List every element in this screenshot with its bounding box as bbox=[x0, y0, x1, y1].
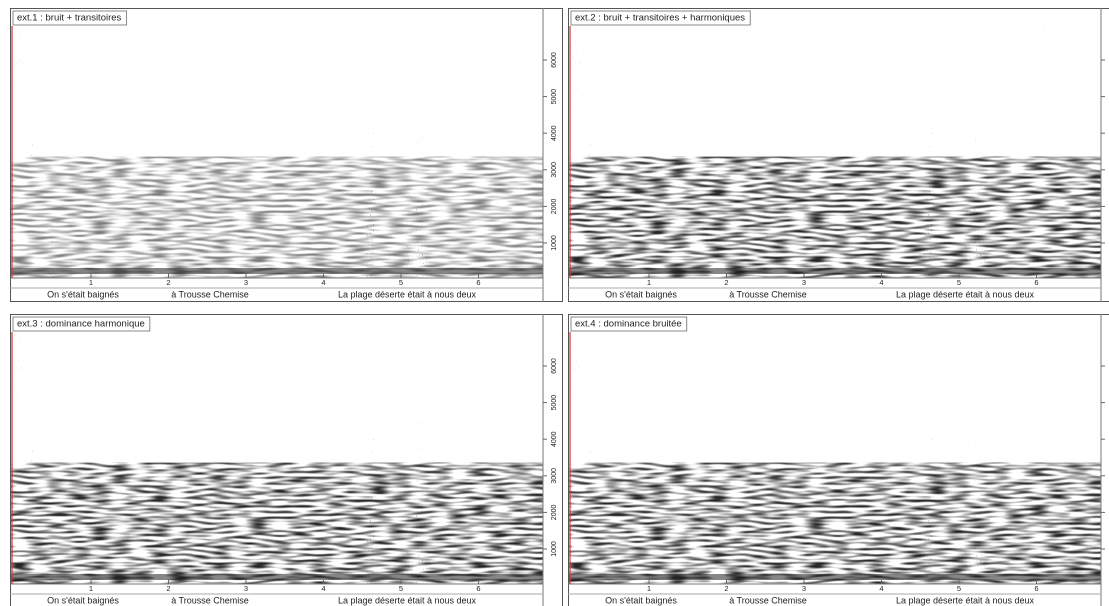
x-tick-label: 3 bbox=[802, 278, 806, 287]
lyric-label: On s'était baignés bbox=[47, 289, 119, 299]
x-tick-label: 3 bbox=[802, 584, 806, 593]
x-tick-label: 1 bbox=[647, 584, 651, 593]
spectrogram-panel: ext.1 : bruit + transitoires 1000 2000 3000… bbox=[10, 8, 563, 302]
spectrogram-fade bbox=[11, 9, 543, 278]
lyric-label: La plage déserte était à nous deux bbox=[338, 595, 477, 605]
y-tick-label: 1000 bbox=[551, 235, 558, 251]
spectrogram-panel: ext.3 : dominance harmonique 1000 2000 3000… bbox=[10, 314, 563, 606]
y-tick-label: 2000 bbox=[551, 199, 558, 215]
x-tick-label: 5 bbox=[399, 584, 403, 593]
x-tick-label: 1 bbox=[89, 278, 93, 287]
title-background bbox=[12, 10, 128, 26]
lyric-label: On s'était baignés bbox=[605, 595, 677, 605]
x-tick-label: 6 bbox=[476, 584, 480, 593]
lyric-label: On s'était baignés bbox=[605, 289, 677, 299]
y-tick-label: 6000 bbox=[551, 52, 558, 68]
y-tick-label: 6000 bbox=[551, 358, 558, 374]
x-tick-label: 2 bbox=[724, 278, 728, 287]
title-background bbox=[12, 316, 151, 332]
x-tick-label: 2 bbox=[724, 584, 728, 593]
y-tick-label: 2000 bbox=[551, 505, 558, 521]
bass-band bbox=[11, 574, 543, 580]
lyric-label: à Trousse Chemise bbox=[171, 289, 249, 299]
y-tick-label: 4000 bbox=[551, 125, 558, 141]
x-tick-label: 6 bbox=[1034, 584, 1038, 593]
spectrogram-panel: ext.4 : dominance bruitée100020003000400… bbox=[568, 314, 1109, 606]
x-tick-label: 4 bbox=[321, 584, 325, 593]
panel-title: ext.2 : bruit + transitoires + harmoniqu… bbox=[575, 13, 745, 24]
y-tick-label: 3000 bbox=[551, 162, 558, 178]
x-tick-label: 4 bbox=[321, 278, 325, 287]
x-tick-label: 1 bbox=[89, 584, 93, 593]
panel-title: ext.3 : dominance harmonique bbox=[17, 319, 145, 330]
panel-title: ext.1 : bruit + transitoires bbox=[17, 13, 122, 24]
x-tick-label: 3 bbox=[244, 278, 248, 287]
title-background bbox=[570, 316, 688, 332]
x-tick-label: 6 bbox=[1034, 278, 1038, 287]
x-tick-label: 2 bbox=[166, 278, 170, 287]
lyric-label: à Trousse Chemise bbox=[171, 595, 249, 605]
y-tick-label: 3000 bbox=[551, 468, 558, 484]
x-tick-label: 5 bbox=[399, 278, 403, 287]
lyric-label: La plage déserte était à nous deux bbox=[338, 289, 477, 299]
spectrogram-fade bbox=[11, 315, 543, 584]
x-tick-label: 5 bbox=[957, 584, 961, 593]
bass-band bbox=[569, 268, 1101, 274]
spectrogram-fade bbox=[569, 315, 1101, 584]
bass-band bbox=[11, 268, 543, 274]
x-tick-label: 1 bbox=[647, 278, 651, 287]
spectrogram-fade bbox=[569, 9, 1101, 278]
y-tick-label: 5000 bbox=[551, 89, 558, 105]
lyric-label: On s'était baignés bbox=[47, 595, 119, 605]
lyric-label: La plage déserte était à nous deux bbox=[896, 289, 1035, 299]
x-tick-label: 3 bbox=[244, 584, 248, 593]
y-tick-label: 5000 bbox=[551, 395, 558, 411]
bass-band bbox=[569, 574, 1101, 580]
x-tick-label: 4 bbox=[879, 584, 883, 593]
x-tick-label: 6 bbox=[476, 278, 480, 287]
y-tick-label: 1000 bbox=[551, 541, 558, 557]
title-background bbox=[570, 10, 751, 26]
lyric-label: La plage déserte était à nous deux bbox=[896, 595, 1035, 605]
lyric-label: à Trousse Chemise bbox=[729, 595, 807, 605]
x-tick-label: 2 bbox=[166, 584, 170, 593]
x-tick-label: 5 bbox=[957, 278, 961, 287]
panel-title: ext.4 : dominance bruitée bbox=[575, 319, 682, 330]
lyric-label: à Trousse Chemise bbox=[729, 289, 807, 299]
x-tick-label: 4 bbox=[879, 278, 883, 287]
spectrogram-panel: ext.2 : bruit + transitoires + harmoniqu… bbox=[568, 8, 1109, 302]
y-tick-label: 4000 bbox=[551, 431, 558, 447]
